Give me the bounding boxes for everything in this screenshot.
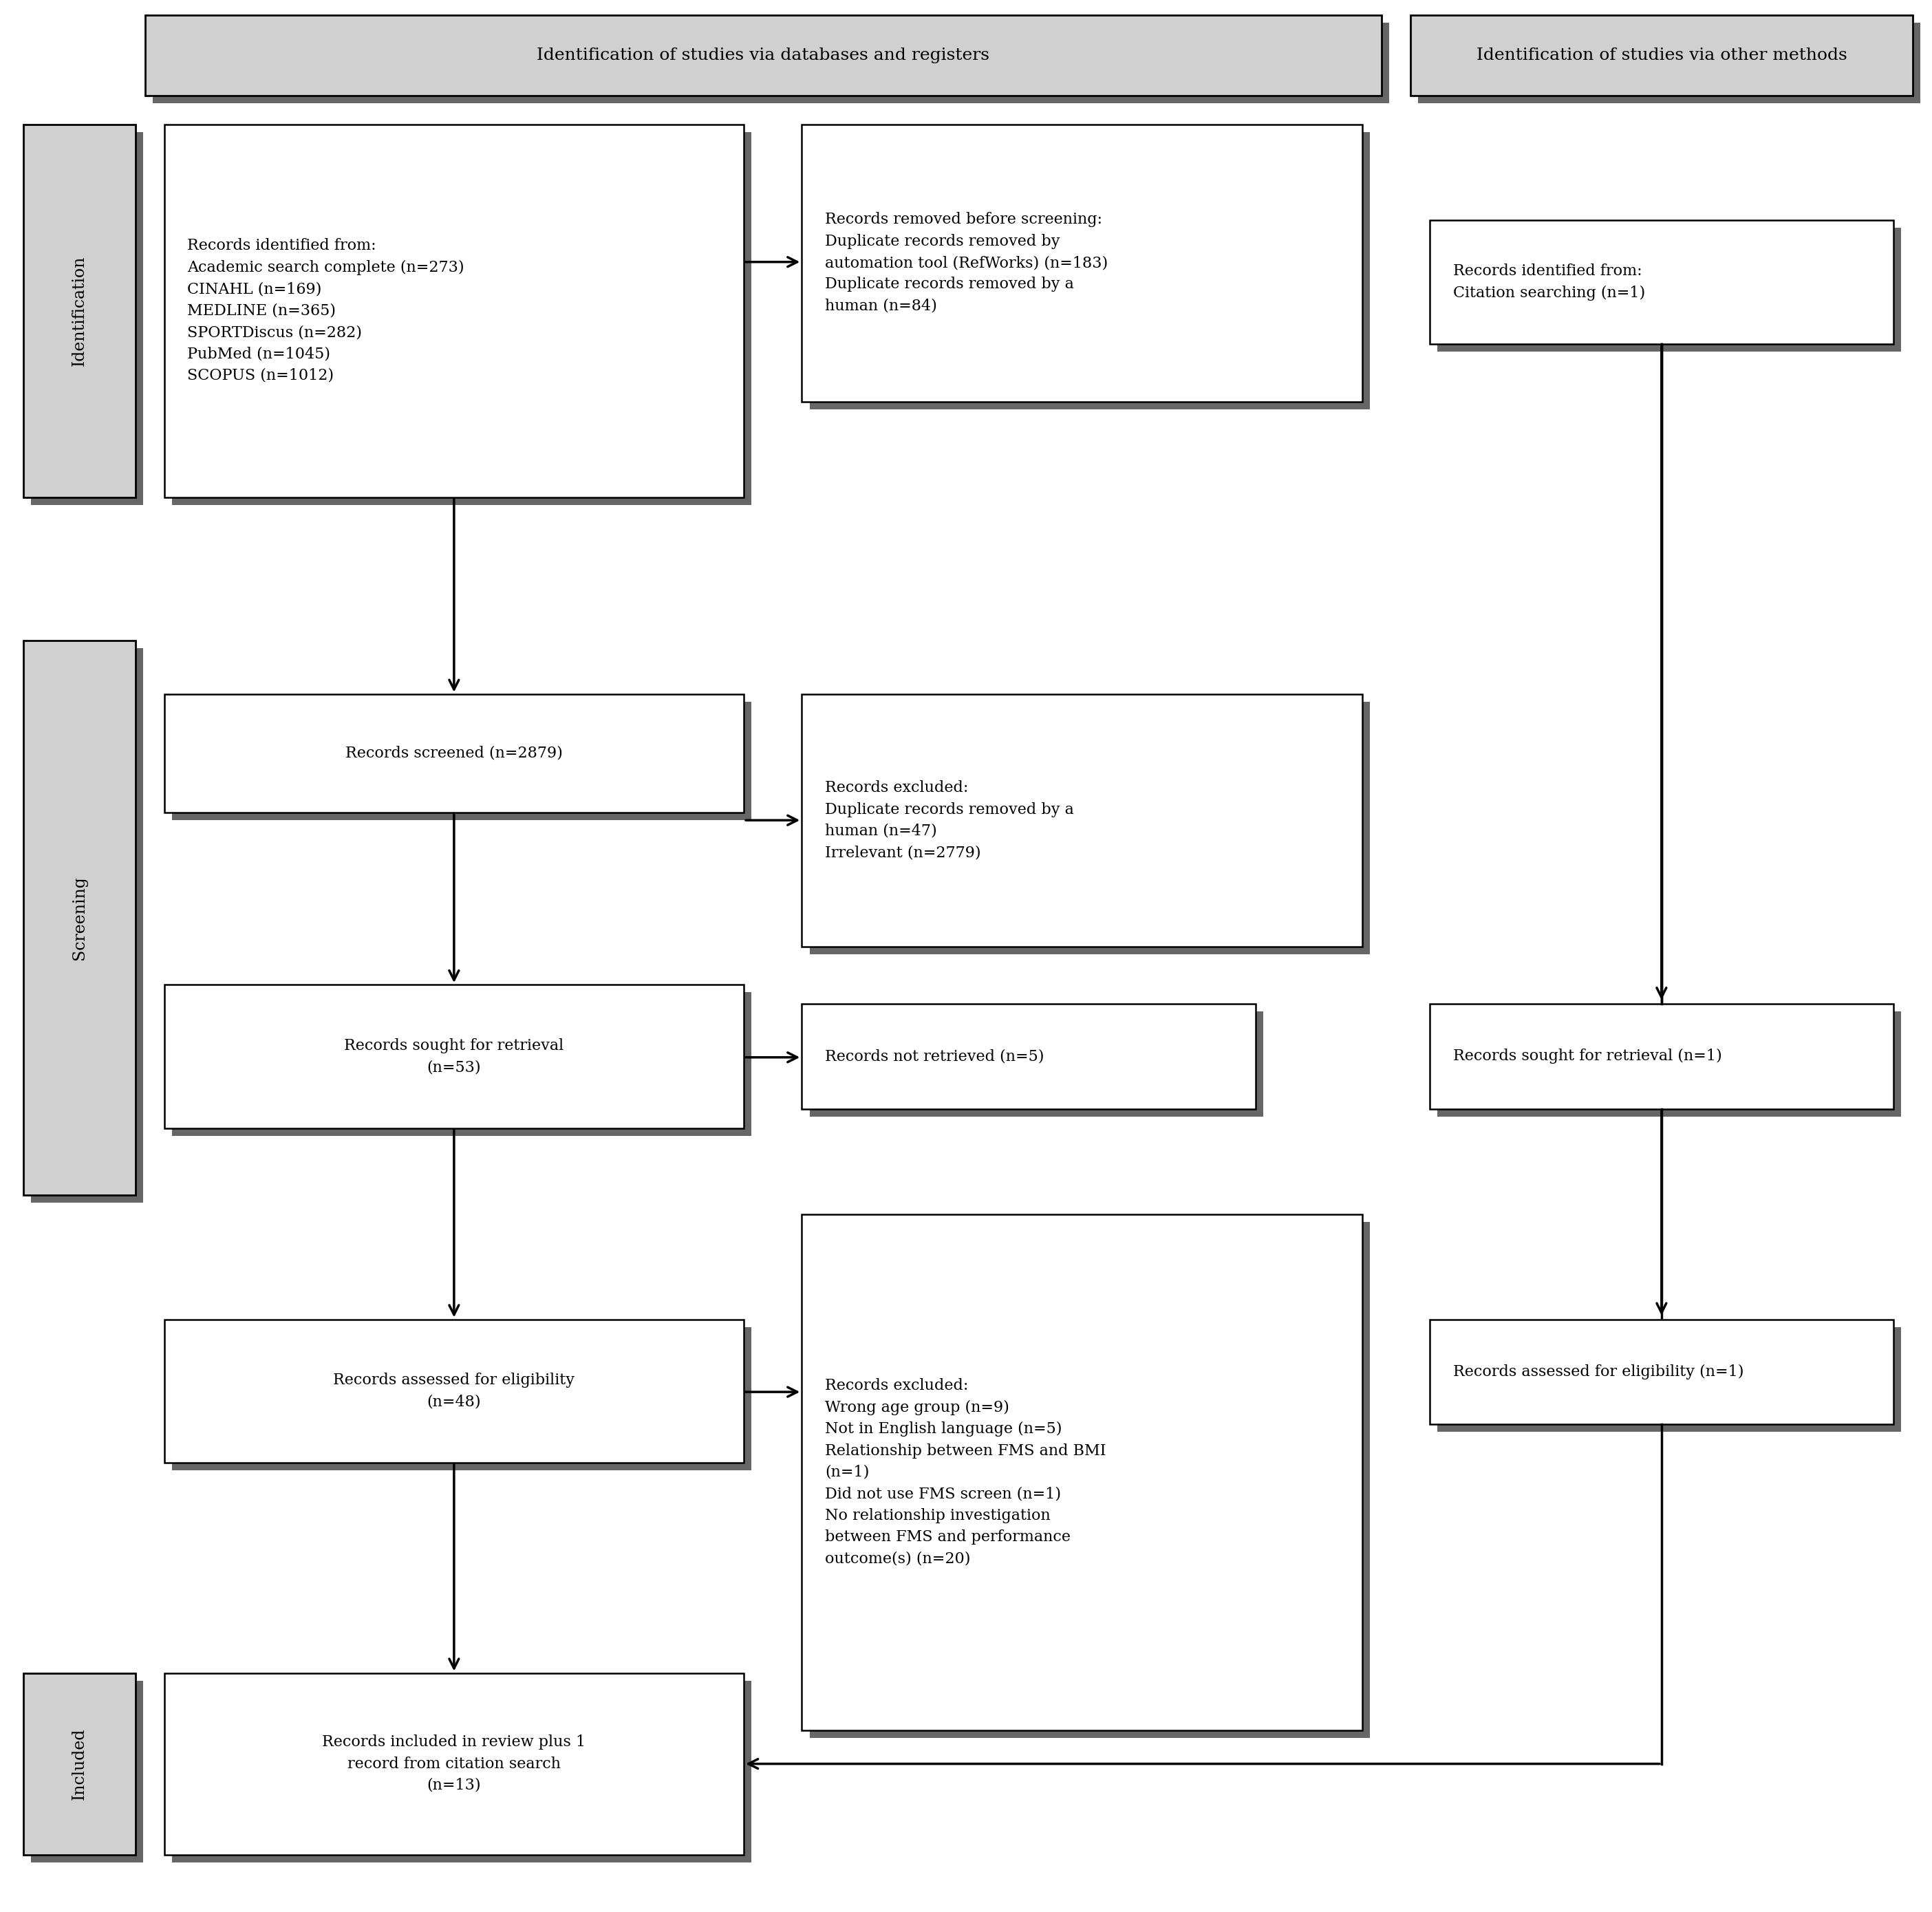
Text: Identification of studies via databases and registers: Identification of studies via databases …	[537, 48, 989, 63]
FancyBboxPatch shape	[802, 124, 1362, 402]
FancyBboxPatch shape	[164, 124, 744, 497]
FancyBboxPatch shape	[1437, 1327, 1901, 1432]
Text: Records not retrieved (n=5): Records not retrieved (n=5)	[825, 1050, 1043, 1063]
FancyBboxPatch shape	[164, 1673, 744, 1855]
Text: Records excluded:
Duplicate records removed by a
human (n=47)
Irrelevant (n=2779: Records excluded: Duplicate records remo…	[825, 780, 1074, 860]
FancyBboxPatch shape	[810, 1222, 1370, 1738]
FancyBboxPatch shape	[1410, 15, 1913, 96]
FancyBboxPatch shape	[1437, 1011, 1901, 1117]
FancyBboxPatch shape	[802, 1004, 1256, 1109]
Text: Records screened (n=2879): Records screened (n=2879)	[346, 746, 562, 761]
Text: Identification of studies via other methods: Identification of studies via other meth…	[1476, 48, 1847, 63]
FancyBboxPatch shape	[172, 132, 752, 505]
Text: Included: Included	[71, 1728, 87, 1799]
Text: Records identified from:
Academic search complete (n=273)
CINAHL (n=169)
MEDLINE: Records identified from: Academic search…	[187, 239, 464, 382]
FancyBboxPatch shape	[172, 1681, 752, 1862]
Text: Records removed before screening:
Duplicate records removed by
automation tool (: Records removed before screening: Duplic…	[825, 212, 1107, 314]
FancyBboxPatch shape	[1430, 220, 1893, 344]
Text: Records sought for retrieval
(n=53): Records sought for retrieval (n=53)	[344, 1038, 564, 1075]
Text: Screening: Screening	[71, 876, 87, 960]
FancyBboxPatch shape	[23, 641, 135, 1195]
Text: Records identified from:
Citation searching (n=1): Records identified from: Citation search…	[1453, 264, 1644, 300]
Text: Records excluded:
Wrong age group (n=9)
Not in English language (n=5)
Relationsh: Records excluded: Wrong age group (n=9) …	[825, 1379, 1107, 1566]
FancyBboxPatch shape	[810, 1011, 1264, 1117]
FancyBboxPatch shape	[802, 1214, 1362, 1730]
FancyBboxPatch shape	[23, 1673, 135, 1855]
FancyBboxPatch shape	[1430, 1004, 1893, 1109]
Text: Records included in review plus 1
record from citation search
(n=13): Records included in review plus 1 record…	[323, 1734, 585, 1793]
Text: Records sought for retrieval (n=1): Records sought for retrieval (n=1)	[1453, 1050, 1721, 1063]
FancyBboxPatch shape	[1430, 1319, 1893, 1424]
FancyBboxPatch shape	[172, 1327, 752, 1470]
FancyBboxPatch shape	[172, 992, 752, 1136]
FancyBboxPatch shape	[172, 702, 752, 820]
FancyBboxPatch shape	[145, 15, 1381, 96]
FancyBboxPatch shape	[31, 132, 143, 505]
FancyBboxPatch shape	[1418, 23, 1920, 103]
FancyBboxPatch shape	[164, 1319, 744, 1463]
FancyBboxPatch shape	[23, 124, 135, 497]
Text: Records assessed for eligibility
(n=48): Records assessed for eligibility (n=48)	[334, 1373, 576, 1409]
FancyBboxPatch shape	[1437, 228, 1901, 352]
FancyBboxPatch shape	[810, 702, 1370, 954]
FancyBboxPatch shape	[31, 1681, 143, 1862]
FancyBboxPatch shape	[164, 985, 744, 1128]
FancyBboxPatch shape	[153, 23, 1389, 103]
Text: Identification: Identification	[71, 256, 87, 365]
Text: Records assessed for eligibility (n=1): Records assessed for eligibility (n=1)	[1453, 1365, 1743, 1379]
FancyBboxPatch shape	[802, 694, 1362, 946]
FancyBboxPatch shape	[810, 132, 1370, 409]
FancyBboxPatch shape	[164, 694, 744, 813]
FancyBboxPatch shape	[31, 648, 143, 1203]
